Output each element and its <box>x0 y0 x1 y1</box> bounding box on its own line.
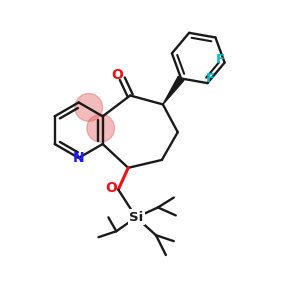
Text: O: O <box>105 181 117 195</box>
Text: Si: Si <box>129 211 143 224</box>
Text: N: N <box>73 151 85 165</box>
Text: F: F <box>206 72 215 85</box>
Polygon shape <box>163 76 184 104</box>
Circle shape <box>75 94 103 121</box>
Text: F: F <box>216 53 225 66</box>
Circle shape <box>87 114 115 142</box>
Text: O: O <box>111 68 123 82</box>
